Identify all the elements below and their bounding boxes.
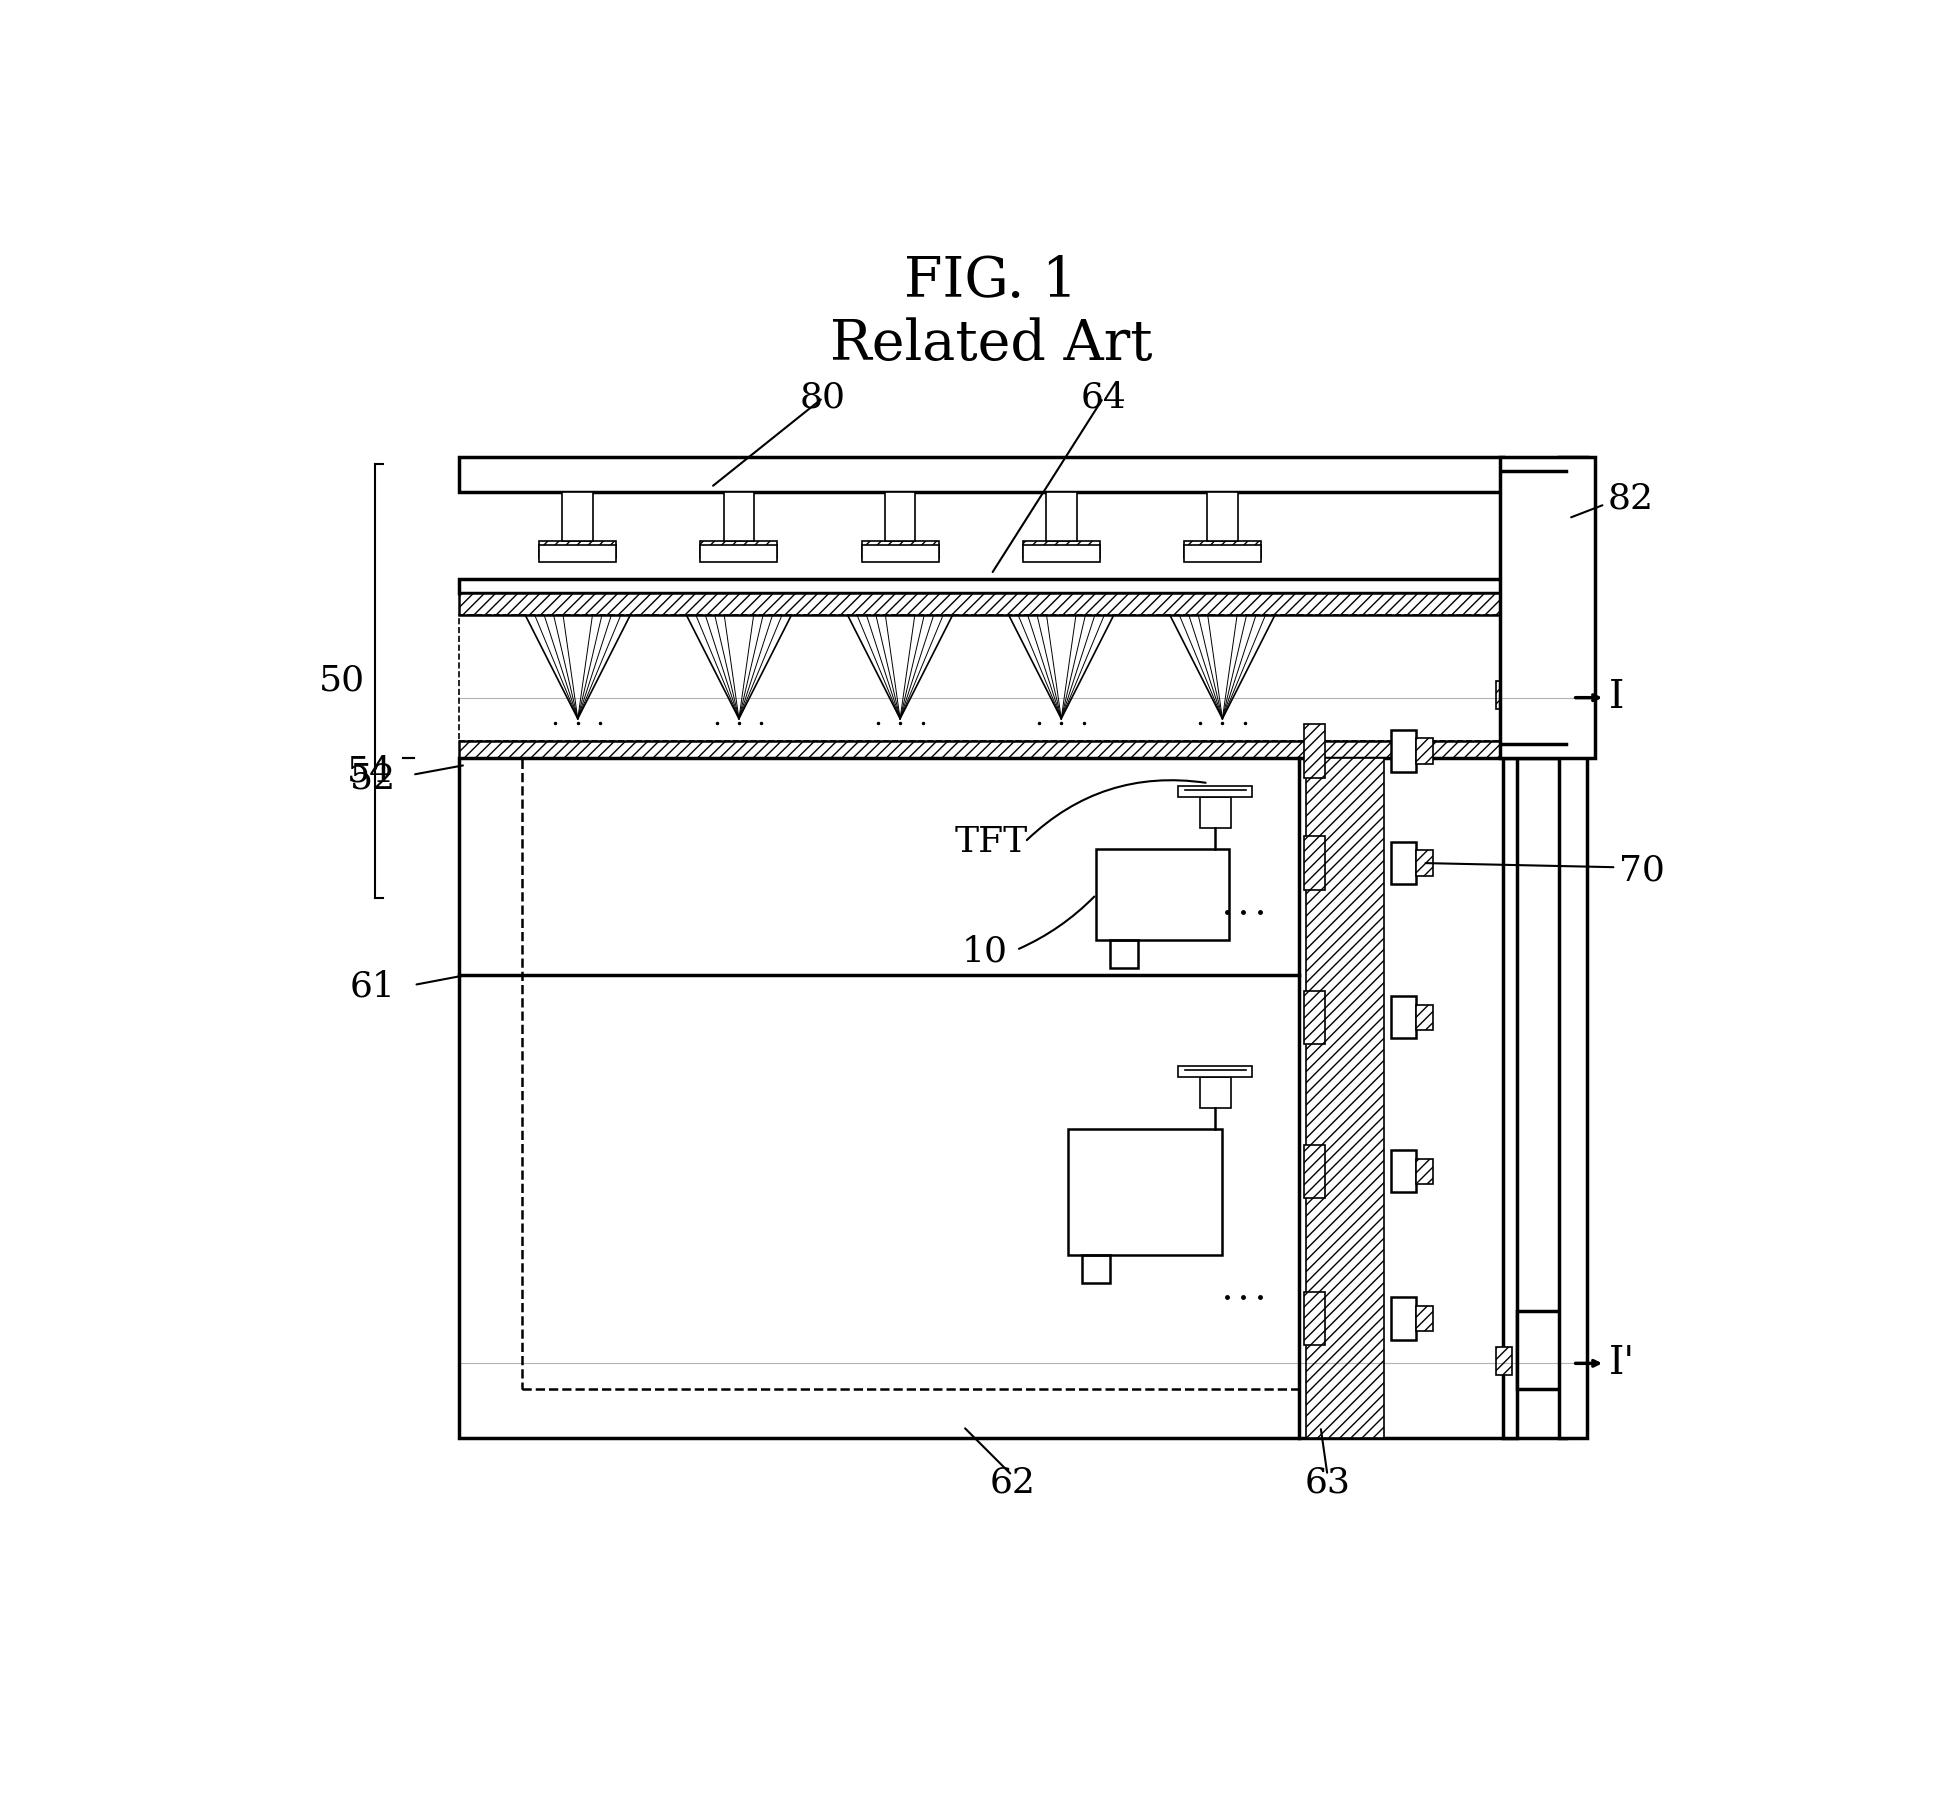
Bar	[1391, 996, 1416, 1037]
Text: FIG. 1: FIG. 1	[905, 255, 1077, 309]
Bar	[1416, 1159, 1433, 1185]
Bar	[563, 491, 594, 541]
Bar	[1199, 797, 1230, 828]
Text: Related Art: Related Art	[830, 317, 1153, 371]
Text: 10: 10	[961, 934, 1008, 968]
Bar	[1184, 544, 1261, 562]
Bar	[1416, 850, 1433, 875]
Bar	[1110, 941, 1139, 968]
Bar	[884, 491, 915, 541]
Bar	[1416, 739, 1433, 764]
Bar	[861, 544, 938, 562]
Bar	[700, 544, 777, 562]
Bar	[1307, 757, 1383, 1438]
Bar	[458, 741, 1503, 757]
Bar	[458, 457, 1503, 491]
Text: 61: 61	[350, 970, 396, 1003]
Bar	[1199, 1077, 1230, 1108]
Bar	[458, 593, 1503, 615]
Bar	[1304, 990, 1325, 1045]
Bar	[1023, 544, 1100, 562]
Text: TFT: TFT	[955, 824, 1027, 859]
Bar	[1097, 848, 1230, 941]
Bar	[458, 757, 1567, 1438]
Bar	[1391, 1150, 1416, 1192]
Text: 63: 63	[1305, 1465, 1350, 1500]
Bar	[1391, 1298, 1416, 1340]
Bar	[458, 615, 1503, 741]
Bar	[1516, 1312, 1567, 1389]
Bar	[1495, 1347, 1512, 1374]
Bar	[1304, 1292, 1325, 1345]
Text: I: I	[1609, 679, 1625, 717]
Bar	[1304, 1145, 1325, 1198]
Bar	[1391, 843, 1416, 885]
Bar	[1416, 1005, 1433, 1030]
Text: 70: 70	[1619, 854, 1665, 886]
Bar	[1304, 837, 1325, 890]
Bar	[1068, 1128, 1222, 1256]
Bar	[540, 544, 617, 562]
Text: 52: 52	[350, 763, 396, 795]
Bar	[458, 579, 1503, 593]
Bar	[1207, 491, 1238, 541]
Bar	[1503, 757, 1516, 1438]
Text: I': I'	[1609, 1345, 1636, 1381]
Bar	[1046, 491, 1077, 541]
Bar	[1178, 1067, 1253, 1077]
Text: 80: 80	[801, 380, 845, 415]
Text: 62: 62	[990, 1465, 1035, 1500]
Bar	[1023, 541, 1100, 557]
Bar	[1416, 1307, 1433, 1330]
Bar	[1178, 786, 1253, 797]
Text: 54: 54	[346, 755, 393, 788]
Text: 50: 50	[319, 664, 366, 697]
Bar	[1083, 1256, 1110, 1283]
Bar	[723, 491, 754, 541]
Bar	[1391, 730, 1416, 772]
Bar	[1304, 724, 1325, 777]
Bar	[1559, 457, 1586, 1438]
Bar	[1501, 457, 1596, 757]
Bar	[1184, 541, 1261, 557]
Bar	[522, 757, 1300, 1389]
Bar	[861, 541, 938, 557]
Bar	[1516, 624, 1567, 723]
Text: 64: 64	[1081, 380, 1126, 415]
Bar	[700, 541, 777, 557]
Bar	[540, 541, 617, 557]
Bar	[1495, 681, 1512, 710]
Text: 82: 82	[1607, 482, 1654, 515]
